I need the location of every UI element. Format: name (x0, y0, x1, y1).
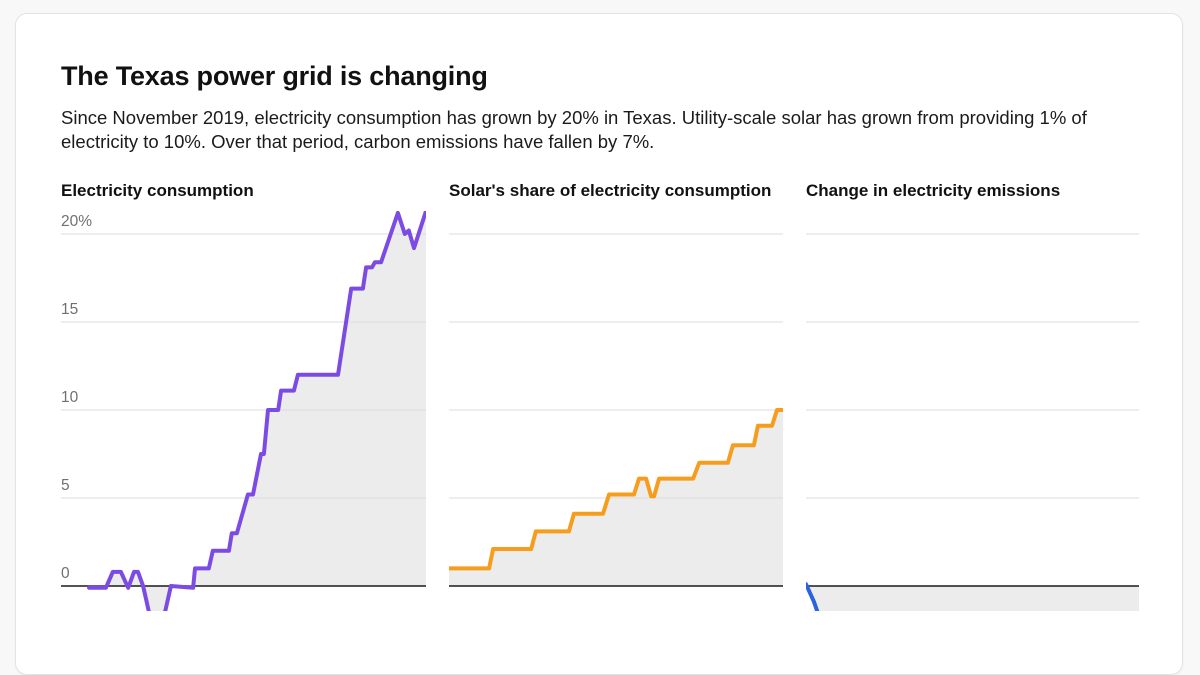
y-tick-label-20: 20% (61, 213, 93, 230)
chart-title-emissions-change: Change in electricity emissions (806, 181, 1061, 200)
chart-plot-electricity-consumption: 20% 15 10 5 0 (61, 211, 426, 611)
y-tick-label-10: 10 (61, 389, 79, 406)
y-tick-label-0: 0 (61, 565, 70, 582)
subtitle-line-2: electricity to 10%. Over that period, ca… (61, 130, 655, 152)
page-subtitle: Since November 2019, electricity consump… (61, 106, 1087, 153)
chart-emissions-change: Change in electricity emissions (806, 181, 1139, 611)
y-tick-label-15: 15 (61, 301, 79, 318)
chart-title-solar-share: Solar's share of electricity consumption (449, 181, 772, 200)
article-card: The Texas power grid is changing Since N… (15, 13, 1183, 675)
subtitle-line-1: Since November 2019, electricity consump… (61, 107, 1087, 128)
page-title: The Texas power grid is changing (61, 61, 488, 91)
chart-electricity-consumption: Electricity consumption 20% 15 10 5 0 (61, 181, 426, 611)
chart-plot-solar-share (449, 211, 783, 611)
chart-solar-share: Solar's share of electricity consumption (449, 181, 783, 611)
chart-plot-emissions-change (806, 211, 1139, 611)
y-tick-label-5: 5 (61, 477, 70, 494)
chart-title-electricity-consumption: Electricity consumption (61, 181, 254, 200)
